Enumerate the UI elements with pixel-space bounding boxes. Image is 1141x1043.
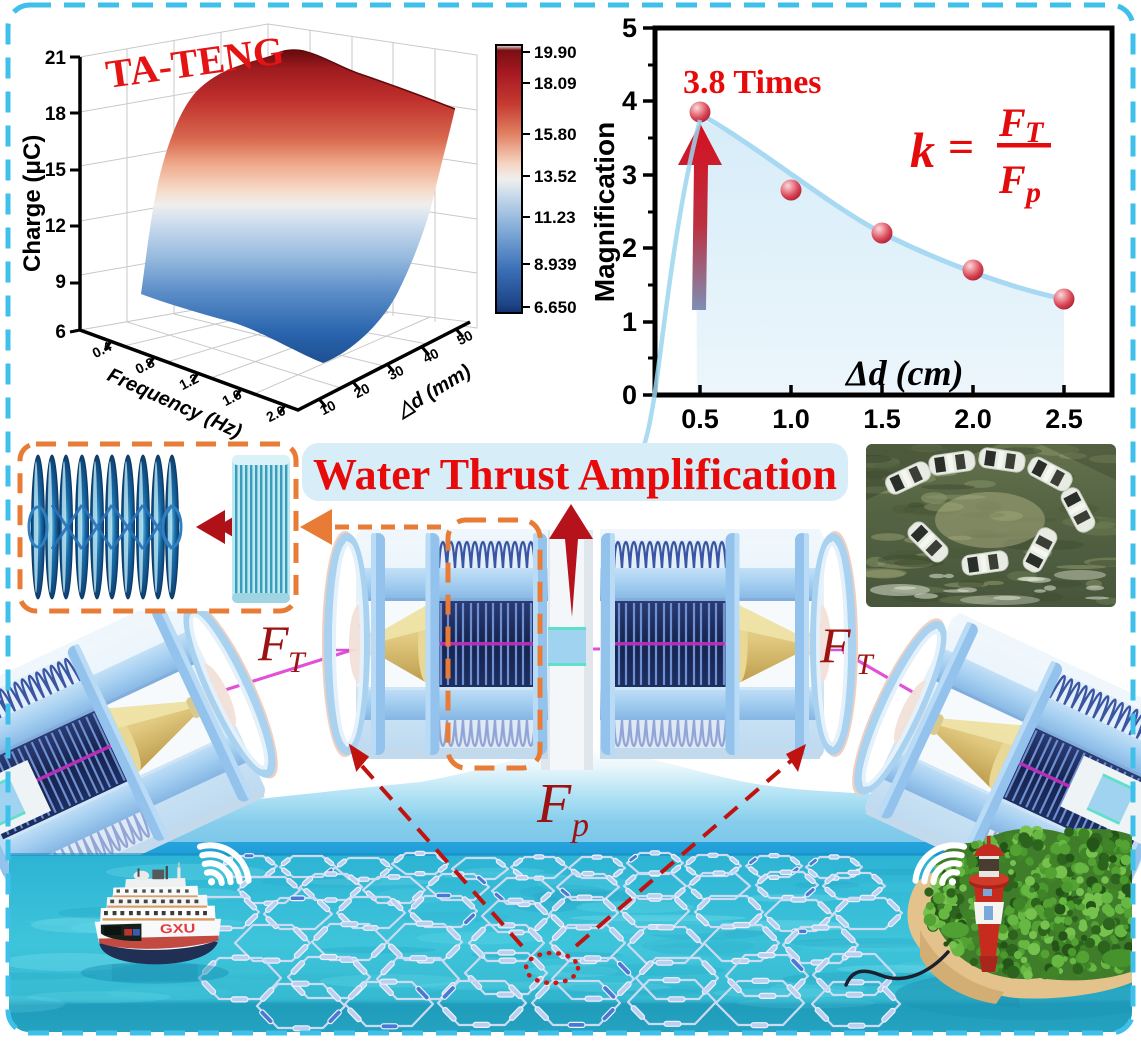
- svg-text:Δd (cm): Δd (cm): [844, 353, 964, 393]
- svg-text:19.90: 19.90: [534, 43, 577, 62]
- svg-text:1.0: 1.0: [772, 404, 810, 434]
- svg-text:0.5: 0.5: [681, 404, 719, 434]
- svg-text:13.52: 13.52: [534, 167, 577, 186]
- svg-text:4: 4: [622, 86, 637, 116]
- svg-text:6: 6: [55, 322, 66, 343]
- svg-text:12: 12: [45, 216, 66, 237]
- svg-text:F: F: [257, 615, 289, 671]
- svg-text:5: 5: [622, 13, 637, 43]
- svg-text:k: k: [910, 122, 935, 178]
- svg-text:6.650: 6.650: [534, 298, 577, 317]
- svg-text:0: 0: [622, 380, 637, 410]
- svg-text:Water Thrust Amplification: Water Thrust Amplification: [313, 450, 837, 499]
- svg-text:F: F: [536, 773, 572, 835]
- svg-text:18: 18: [45, 104, 66, 125]
- svg-text:1: 1: [622, 307, 637, 337]
- svg-text:1.5: 1.5: [863, 404, 901, 434]
- svg-text:2.5: 2.5: [1045, 404, 1083, 434]
- svg-text:3: 3: [622, 160, 637, 190]
- svg-text:F: F: [998, 100, 1026, 145]
- svg-text:T: T: [856, 648, 875, 681]
- svg-text:9: 9: [55, 272, 66, 293]
- svg-text:21: 21: [45, 48, 67, 69]
- svg-text:2.0: 2.0: [954, 404, 992, 434]
- svg-text:T: T: [288, 646, 307, 679]
- svg-text:2: 2: [622, 233, 637, 263]
- svg-text:p: p: [1023, 176, 1041, 209]
- svg-text:11.23: 11.23: [534, 208, 576, 227]
- svg-text:Charge (μC): Charge (μC): [19, 135, 46, 272]
- svg-text:F: F: [819, 617, 851, 673]
- svg-text:F: F: [998, 157, 1026, 202]
- svg-text:3.8 Times: 3.8 Times: [683, 64, 822, 101]
- svg-text:Magnification: Magnification: [589, 122, 620, 302]
- svg-text:=: =: [948, 121, 974, 172]
- svg-text:GXU: GXU: [160, 922, 196, 937]
- svg-text:8.939: 8.939: [534, 255, 577, 274]
- svg-text:p: p: [570, 807, 589, 844]
- svg-text:18.09: 18.09: [534, 74, 577, 93]
- svg-text:15.80: 15.80: [534, 125, 577, 144]
- svg-text:15: 15: [45, 160, 67, 181]
